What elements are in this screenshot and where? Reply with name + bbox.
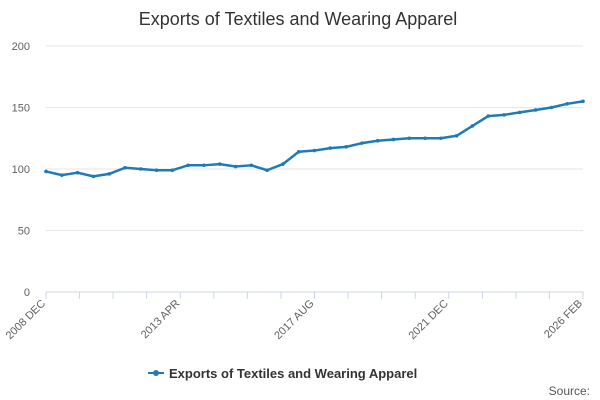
y-tick-label: 200 (12, 41, 30, 53)
data-point[interactable] (186, 163, 190, 168)
data-point[interactable] (360, 141, 364, 145)
data-point[interactable] (533, 108, 538, 112)
data-point[interactable] (138, 167, 143, 171)
series-group (44, 99, 585, 179)
y-tick-label: 150 (12, 103, 30, 115)
data-point[interactable] (75, 170, 80, 175)
data-point[interactable] (265, 168, 269, 173)
data-point[interactable] (296, 149, 301, 154)
data-point[interactable] (565, 102, 570, 106)
data-point[interactable] (59, 173, 64, 177)
data-point[interactable] (344, 145, 348, 149)
x-tick-label: 2026 FEB (542, 298, 585, 341)
data-point[interactable] (518, 110, 522, 115)
y-tick-label: 50 (18, 226, 30, 238)
data-point[interactable] (581, 99, 585, 104)
data-point[interactable] (123, 165, 127, 170)
data-point[interactable] (328, 146, 333, 150)
chart-title: Exports of Textiles and Wearing Apparel (139, 9, 458, 29)
data-point[interactable] (439, 136, 443, 141)
x-tick-label: 2017 AUG (272, 298, 316, 342)
legend-label[interactable]: Exports of Textiles and Wearing Apparel (169, 366, 417, 381)
x-axis: 2008 DEC 2013 APR 2017 AUG 2021 DEC 2026 FEB (4, 291, 585, 342)
data-point[interactable] (281, 162, 285, 166)
data-point[interactable] (549, 105, 554, 110)
x-tick-label: 2013 APR (139, 298, 183, 342)
data-point[interactable] (233, 164, 238, 169)
legend[interactable]: Exports of Textiles and Wearing Apparel (148, 366, 417, 381)
data-point[interactable] (312, 148, 317, 153)
legend-marker (153, 370, 159, 376)
data-point[interactable] (375, 138, 380, 143)
y-tick-label: 100 (12, 164, 30, 176)
x-tick-label: 2021 DEC (406, 298, 450, 342)
data-point[interactable] (502, 113, 506, 117)
data-point[interactable] (91, 174, 96, 179)
data-point[interactable] (44, 169, 48, 174)
y-axis-ticks: 0 50 100 150 200 (12, 41, 30, 299)
data-point[interactable] (391, 137, 396, 142)
data-point[interactable] (470, 124, 475, 128)
y-tick-label: 0 (24, 287, 30, 299)
data-point[interactable] (486, 114, 491, 118)
data-point[interactable] (454, 133, 459, 138)
series-line[interactable] (44, 100, 585, 178)
data-point[interactable] (170, 168, 175, 173)
source-label: Source: (549, 384, 590, 398)
data-point[interactable] (423, 136, 427, 141)
x-tick-label: 2008 DEC (4, 298, 48, 342)
data-point[interactable] (107, 172, 111, 176)
data-point[interactable] (202, 163, 206, 168)
data-point[interactable] (217, 162, 222, 166)
data-point[interactable] (154, 168, 159, 173)
data-point[interactable] (249, 163, 254, 168)
data-point[interactable] (407, 136, 412, 141)
